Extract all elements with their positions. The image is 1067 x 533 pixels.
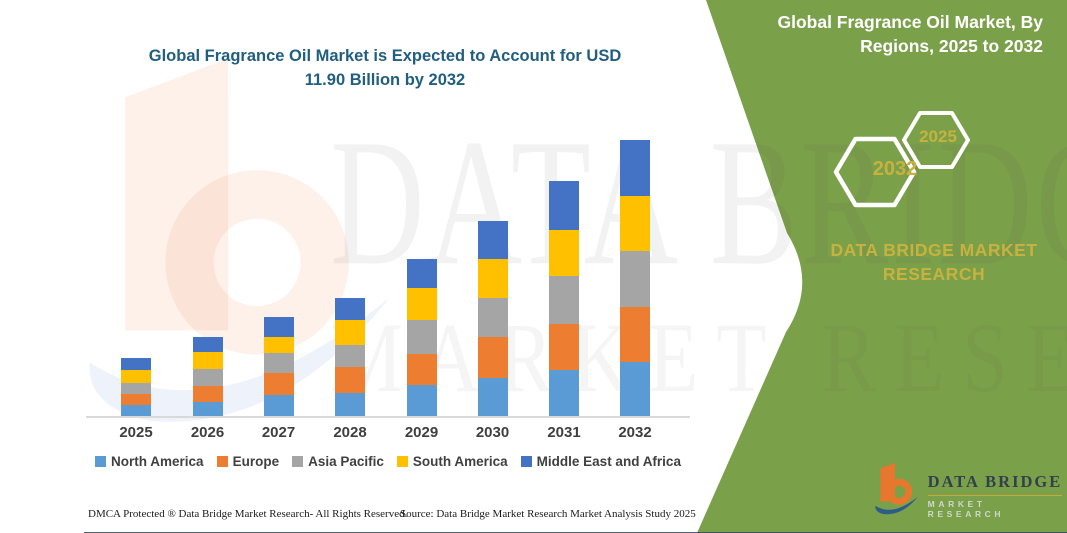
x-axis-label-2026: 2026 <box>190 424 225 441</box>
legend-label: North America <box>111 454 204 469</box>
bar-segment-south-america <box>335 320 365 346</box>
bar-segment-europe <box>620 307 650 363</box>
bar-segment-asia-pacific <box>406 320 437 354</box>
footer-dmca-text: DMCA Protected ® Data Bridge Market Rese… <box>88 508 408 520</box>
bar-segment-south-america <box>263 336 294 354</box>
x-axis-label-2029: 2029 <box>404 424 439 441</box>
bar-segment-north-america <box>192 401 223 416</box>
bar-segment-north-america <box>406 385 437 416</box>
x-axis-labels: 2025 2026 2027 2028 2029 2030 2031 2032 <box>86 424 690 444</box>
bar-2026 <box>192 337 223 416</box>
plot-area <box>86 116 690 418</box>
chart-title-line2: 11.90 Billion by 2032 <box>304 71 466 89</box>
bar-segment-south-america <box>477 259 508 299</box>
footer-source-text: Source: Data Bridge Market Research Mark… <box>400 508 696 520</box>
legend-swatch-icon <box>520 456 532 467</box>
bar-2025 <box>121 357 151 416</box>
legend-label: South America <box>412 454 508 469</box>
x-axis-label-2031: 2031 <box>547 424 581 441</box>
watermark-logo-icon <box>89 58 390 422</box>
hexagon-outlines-icon <box>833 111 970 208</box>
bar-segment-south-america <box>192 352 223 370</box>
legend-item-europe: Europe <box>216 454 280 469</box>
bar-2032 <box>620 139 650 416</box>
legend-swatch-icon <box>216 456 228 467</box>
bar-2031 <box>549 181 579 416</box>
legend-label: Asia Pacific <box>308 454 384 469</box>
x-axis-label-2032: 2032 <box>618 424 652 441</box>
bar-2029 <box>406 258 437 416</box>
logo-subtitle: MARKET RESEARCH <box>927 499 1005 519</box>
side-panel-title: Global Fragrance Oil Market, By Regions,… <box>763 10 1044 58</box>
bar-segment-europe <box>263 373 294 395</box>
bar-2030 <box>477 221 508 416</box>
bar-segment-middle-east-and-africa <box>192 337 223 353</box>
bar-segment-asia-pacific <box>477 298 508 337</box>
bar-segment-asia-pacific <box>263 353 294 374</box>
x-axis-label-2025: 2025 <box>119 424 153 441</box>
bar-segment-south-america <box>406 288 437 321</box>
bar-segment-europe <box>335 366 365 393</box>
side-panel-title-line2: Regions, 2025 to 2032 <box>860 36 1043 56</box>
x-axis-label-2027: 2027 <box>261 424 296 441</box>
datatbridge-b-icon <box>875 462 918 515</box>
bar-segment-north-america <box>263 394 294 416</box>
legend-item-north-america: North America <box>95 454 204 469</box>
bar-segment-asia-pacific <box>335 345 365 367</box>
bar-segment-asia-pacific <box>620 250 650 308</box>
bar-segment-middle-east-and-africa <box>549 181 579 230</box>
bar-segment-europe <box>121 393 151 406</box>
hexagon-label-2032: 2032 <box>872 158 918 180</box>
logo-title: DATA BRIDGE <box>927 472 1063 496</box>
bar-2027 <box>263 317 294 416</box>
legend-swatch-icon <box>292 456 304 467</box>
legend-label: Europe <box>232 454 280 469</box>
bar-segment-europe <box>477 336 508 379</box>
bar-segment-south-america <box>620 195 650 251</box>
legend-swatch-icon <box>396 456 408 467</box>
bar-segment-asia-pacific <box>192 369 223 386</box>
bar-segment-middle-east-and-africa <box>406 258 437 289</box>
bar-segment-europe <box>192 385 223 402</box>
bar-segment-north-america <box>620 362 650 416</box>
bottom-rule <box>84 531 1067 533</box>
legend-item-south-america: South America <box>396 454 508 469</box>
hexagon-badges: 2032 2025 <box>820 100 990 220</box>
chart-legend: North America Europe Asia Pacific South Ame… <box>86 454 690 469</box>
bar-segment-south-america <box>121 370 151 383</box>
bar-segment-asia-pacific <box>121 382 151 394</box>
logo-texts: DATA BRIDGE MARKET RESEARCH <box>927 462 1067 519</box>
bar-segment-europe <box>549 324 579 371</box>
bar-segment-north-america <box>121 405 151 416</box>
chart-title-line1: Global Fragrance Oil Market is Expected … <box>148 47 622 65</box>
bar-segment-middle-east-and-africa <box>620 139 650 196</box>
bar-segment-south-america <box>549 229 579 277</box>
legend-item-middle-east-and-africa: Middle East and Africa <box>520 454 681 469</box>
bar-2028 <box>335 297 365 416</box>
x-axis-label-2028: 2028 <box>333 424 367 441</box>
legend-swatch-icon <box>95 456 107 467</box>
bar-segment-middle-east-and-africa <box>263 317 294 337</box>
legend-label: Middle East and Africa <box>536 454 681 469</box>
bar-segment-asia-pacific <box>549 276 579 325</box>
bar-segment-north-america <box>549 370 579 416</box>
legend-item-asia-pacific: Asia Pacific <box>292 454 384 469</box>
bar-segment-middle-east-and-africa <box>121 357 151 371</box>
bar-segment-middle-east-and-africa <box>335 297 365 321</box>
side-panel-title-line1: Global Fragrance Oil Market, By <box>777 12 1044 32</box>
bar-segment-north-america <box>335 392 365 416</box>
hexagon-label-2025: 2025 <box>919 127 957 146</box>
x-axis-label-2030: 2030 <box>475 424 510 441</box>
bar-segment-middle-east-and-africa <box>477 221 508 260</box>
side-panel-brand-text: DATA BRIDGE MARKET RESEARCH <box>830 240 1038 284</box>
bar-segment-north-america <box>477 378 508 416</box>
chart-title: Global Fragrance Oil Market is Expected … <box>105 44 665 92</box>
bar-segment-europe <box>406 353 437 386</box>
datatbridge-logo: DATA BRIDGE MARKET RESEARCH <box>874 462 1067 519</box>
